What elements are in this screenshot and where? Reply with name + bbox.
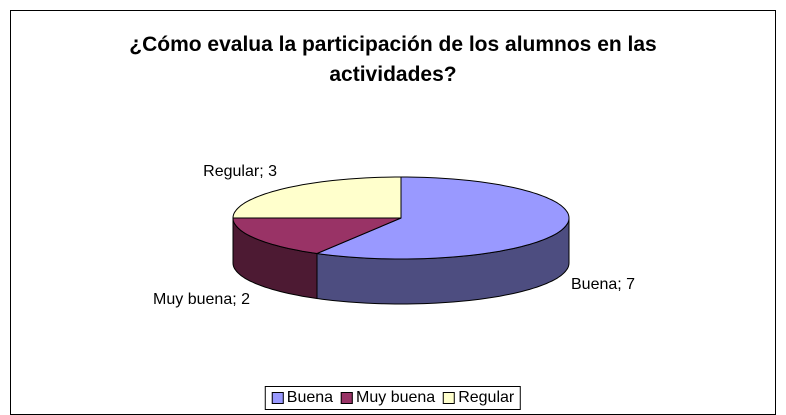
chart-title: ¿Cómo evalua la participación de los alu…	[129, 33, 657, 86]
data-label: Muy buena; 2	[153, 291, 250, 308]
legend-label: Muy buena	[356, 389, 436, 406]
legend-item: Buena	[271, 389, 334, 407]
legend-swatch	[443, 392, 456, 404]
legend-swatch	[341, 392, 354, 404]
pie-slice	[232, 176, 402, 219]
legend: Buena Muy buena Regular	[264, 386, 522, 410]
data-label: Regular; 3	[203, 163, 277, 180]
legend-item: Muy buena	[341, 389, 435, 407]
pie-slice	[232, 217, 402, 255]
legend-label: Buena	[286, 389, 334, 406]
legend-swatch	[271, 392, 284, 404]
legend-item: Regular	[443, 389, 514, 407]
pie-slice	[315, 176, 570, 260]
legend-label: Regular	[458, 389, 515, 406]
data-label: Buena; 7	[571, 276, 635, 293]
